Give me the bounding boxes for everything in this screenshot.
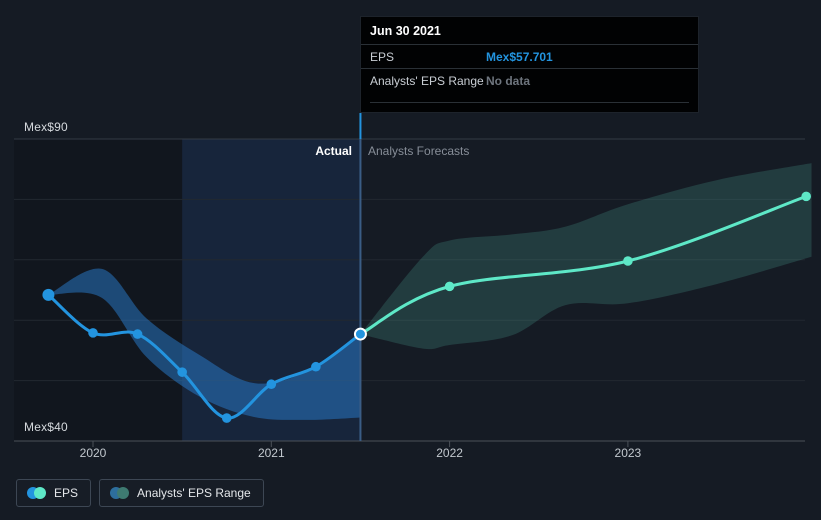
legend-range-button[interactable]: Analysts' EPS Range [99, 479, 264, 507]
forecast-data-point[interactable] [623, 256, 633, 266]
eps-data-point[interactable] [88, 328, 98, 338]
y-axis-label-top: Mex$90 [24, 120, 68, 134]
eps-data-point[interactable] [177, 367, 187, 377]
tooltip-range-label: Analysts' EPS Range [370, 73, 484, 88]
eps-line [46, 293, 362, 420]
forecast-data-point[interactable] [801, 191, 811, 202]
x-tick-label: 2022 [436, 446, 463, 460]
actual-phase-label: Actual [315, 144, 352, 158]
forecast-phase-label: Analysts Forecasts [368, 144, 470, 158]
tooltip-date: Jun 30 2021 [361, 17, 698, 45]
forecast-line [358, 194, 808, 336]
tooltip-row-range: Analysts' EPS Range No data [361, 69, 698, 92]
eps-data-point[interactable] [311, 361, 321, 372]
x-tick-label: 2021 [257, 446, 285, 460]
legend-range-label: Analysts' EPS Range [137, 486, 251, 500]
range-series-icon [110, 487, 130, 499]
tooltip-range-value: No data [486, 73, 531, 88]
tooltip-row-eps: EPS Mex$57.701 [361, 45, 698, 69]
eps-data-point[interactable] [221, 413, 232, 423]
hover-tooltip: Jun 30 2021 EPS Mex$57.701 Analysts' EPS… [360, 16, 699, 113]
x-tick-label: 2020 [79, 446, 107, 460]
eps-data-point[interactable] [132, 329, 143, 339]
analyst-range-band-forecast [360, 163, 812, 350]
legend: EPS Analysts' EPS Range [16, 479, 264, 507]
forecast-data-point[interactable] [444, 281, 455, 292]
y-axis-label-bottom: Mex$40 [24, 420, 68, 434]
tooltip-divider [370, 102, 689, 103]
tooltip-eps-value: Mex$57.701 [486, 49, 553, 64]
tooltip-eps-label: EPS [370, 49, 395, 64]
legend-eps-label: EPS [54, 486, 79, 500]
eps-data-point[interactable] [42, 288, 55, 301]
legend-eps-button[interactable]: EPS [16, 479, 92, 507]
eps-data-point[interactable] [266, 379, 277, 390]
x-tick-label: 2023 [614, 446, 642, 460]
analyst-range-band-past [48, 268, 361, 420]
selected-data-point[interactable] [353, 327, 367, 341]
eps-series-icon [27, 487, 46, 499]
